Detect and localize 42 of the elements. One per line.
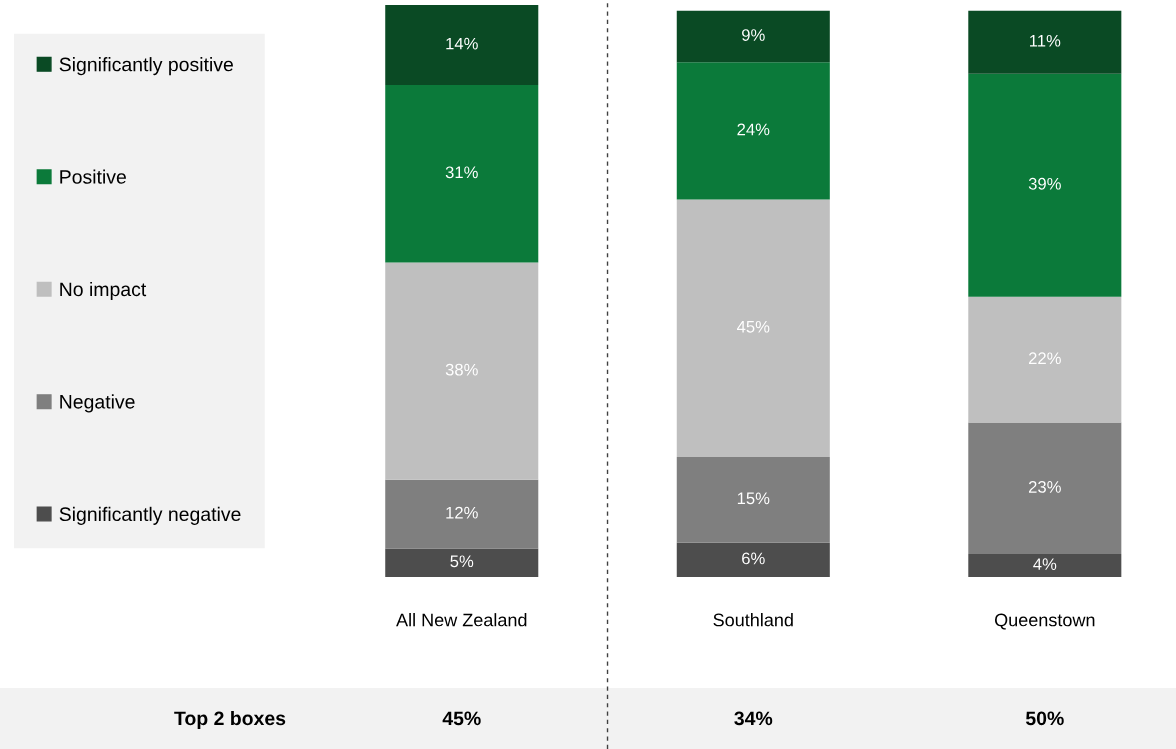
bar	[676, 456, 830, 543]
text: 34%	[734, 711, 773, 726]
data-label: 4%	[1033, 558, 1057, 570]
data-label: 22%	[1028, 352, 1061, 365]
data-label: 6%	[742, 552, 765, 565]
legend-label: No impact	[60, 281, 147, 301]
bar	[968, 422, 1122, 555]
x-tick-label: All New Zealand	[396, 613, 527, 627]
legend-label: Significantly negative	[59, 506, 241, 525]
data-label: 14%	[446, 37, 478, 50]
data-label: 5%	[450, 555, 474, 568]
data-label: 12%	[446, 506, 478, 519]
legend-label: Negative	[60, 394, 135, 413]
text: 50%	[1025, 711, 1064, 726]
data-label: 9%	[742, 29, 765, 41]
data-label: 11%	[1030, 34, 1061, 47]
legend-label: Positive	[60, 169, 126, 184]
bar	[968, 10, 1122, 74]
bar	[385, 5, 539, 86]
data-label: 15%	[737, 492, 770, 505]
text: Top 2 boxes	[174, 710, 286, 730]
x-tick-label: Queenstown	[994, 613, 1095, 630]
data-label: 45%	[736, 320, 770, 333]
bar	[676, 199, 830, 457]
data-label: 38%	[445, 363, 478, 376]
bar	[385, 548, 539, 577]
bar	[676, 10, 830, 63]
bar	[676, 62, 830, 200]
bar	[385, 479, 539, 549]
legend-label: Significantly positive	[59, 57, 233, 76]
bar	[676, 542, 830, 577]
text: 45%	[442, 711, 481, 726]
x-tick-label: Southland	[713, 613, 793, 627]
data-label: 23%	[1028, 481, 1061, 493]
data-label: 24%	[737, 123, 770, 136]
bar	[968, 73, 1122, 297]
data-label: 31%	[445, 166, 478, 179]
bar	[968, 296, 1122, 423]
bar	[968, 554, 1122, 577]
data-label: 39%	[1028, 177, 1061, 190]
bar	[385, 262, 539, 480]
bar	[385, 85, 539, 263]
